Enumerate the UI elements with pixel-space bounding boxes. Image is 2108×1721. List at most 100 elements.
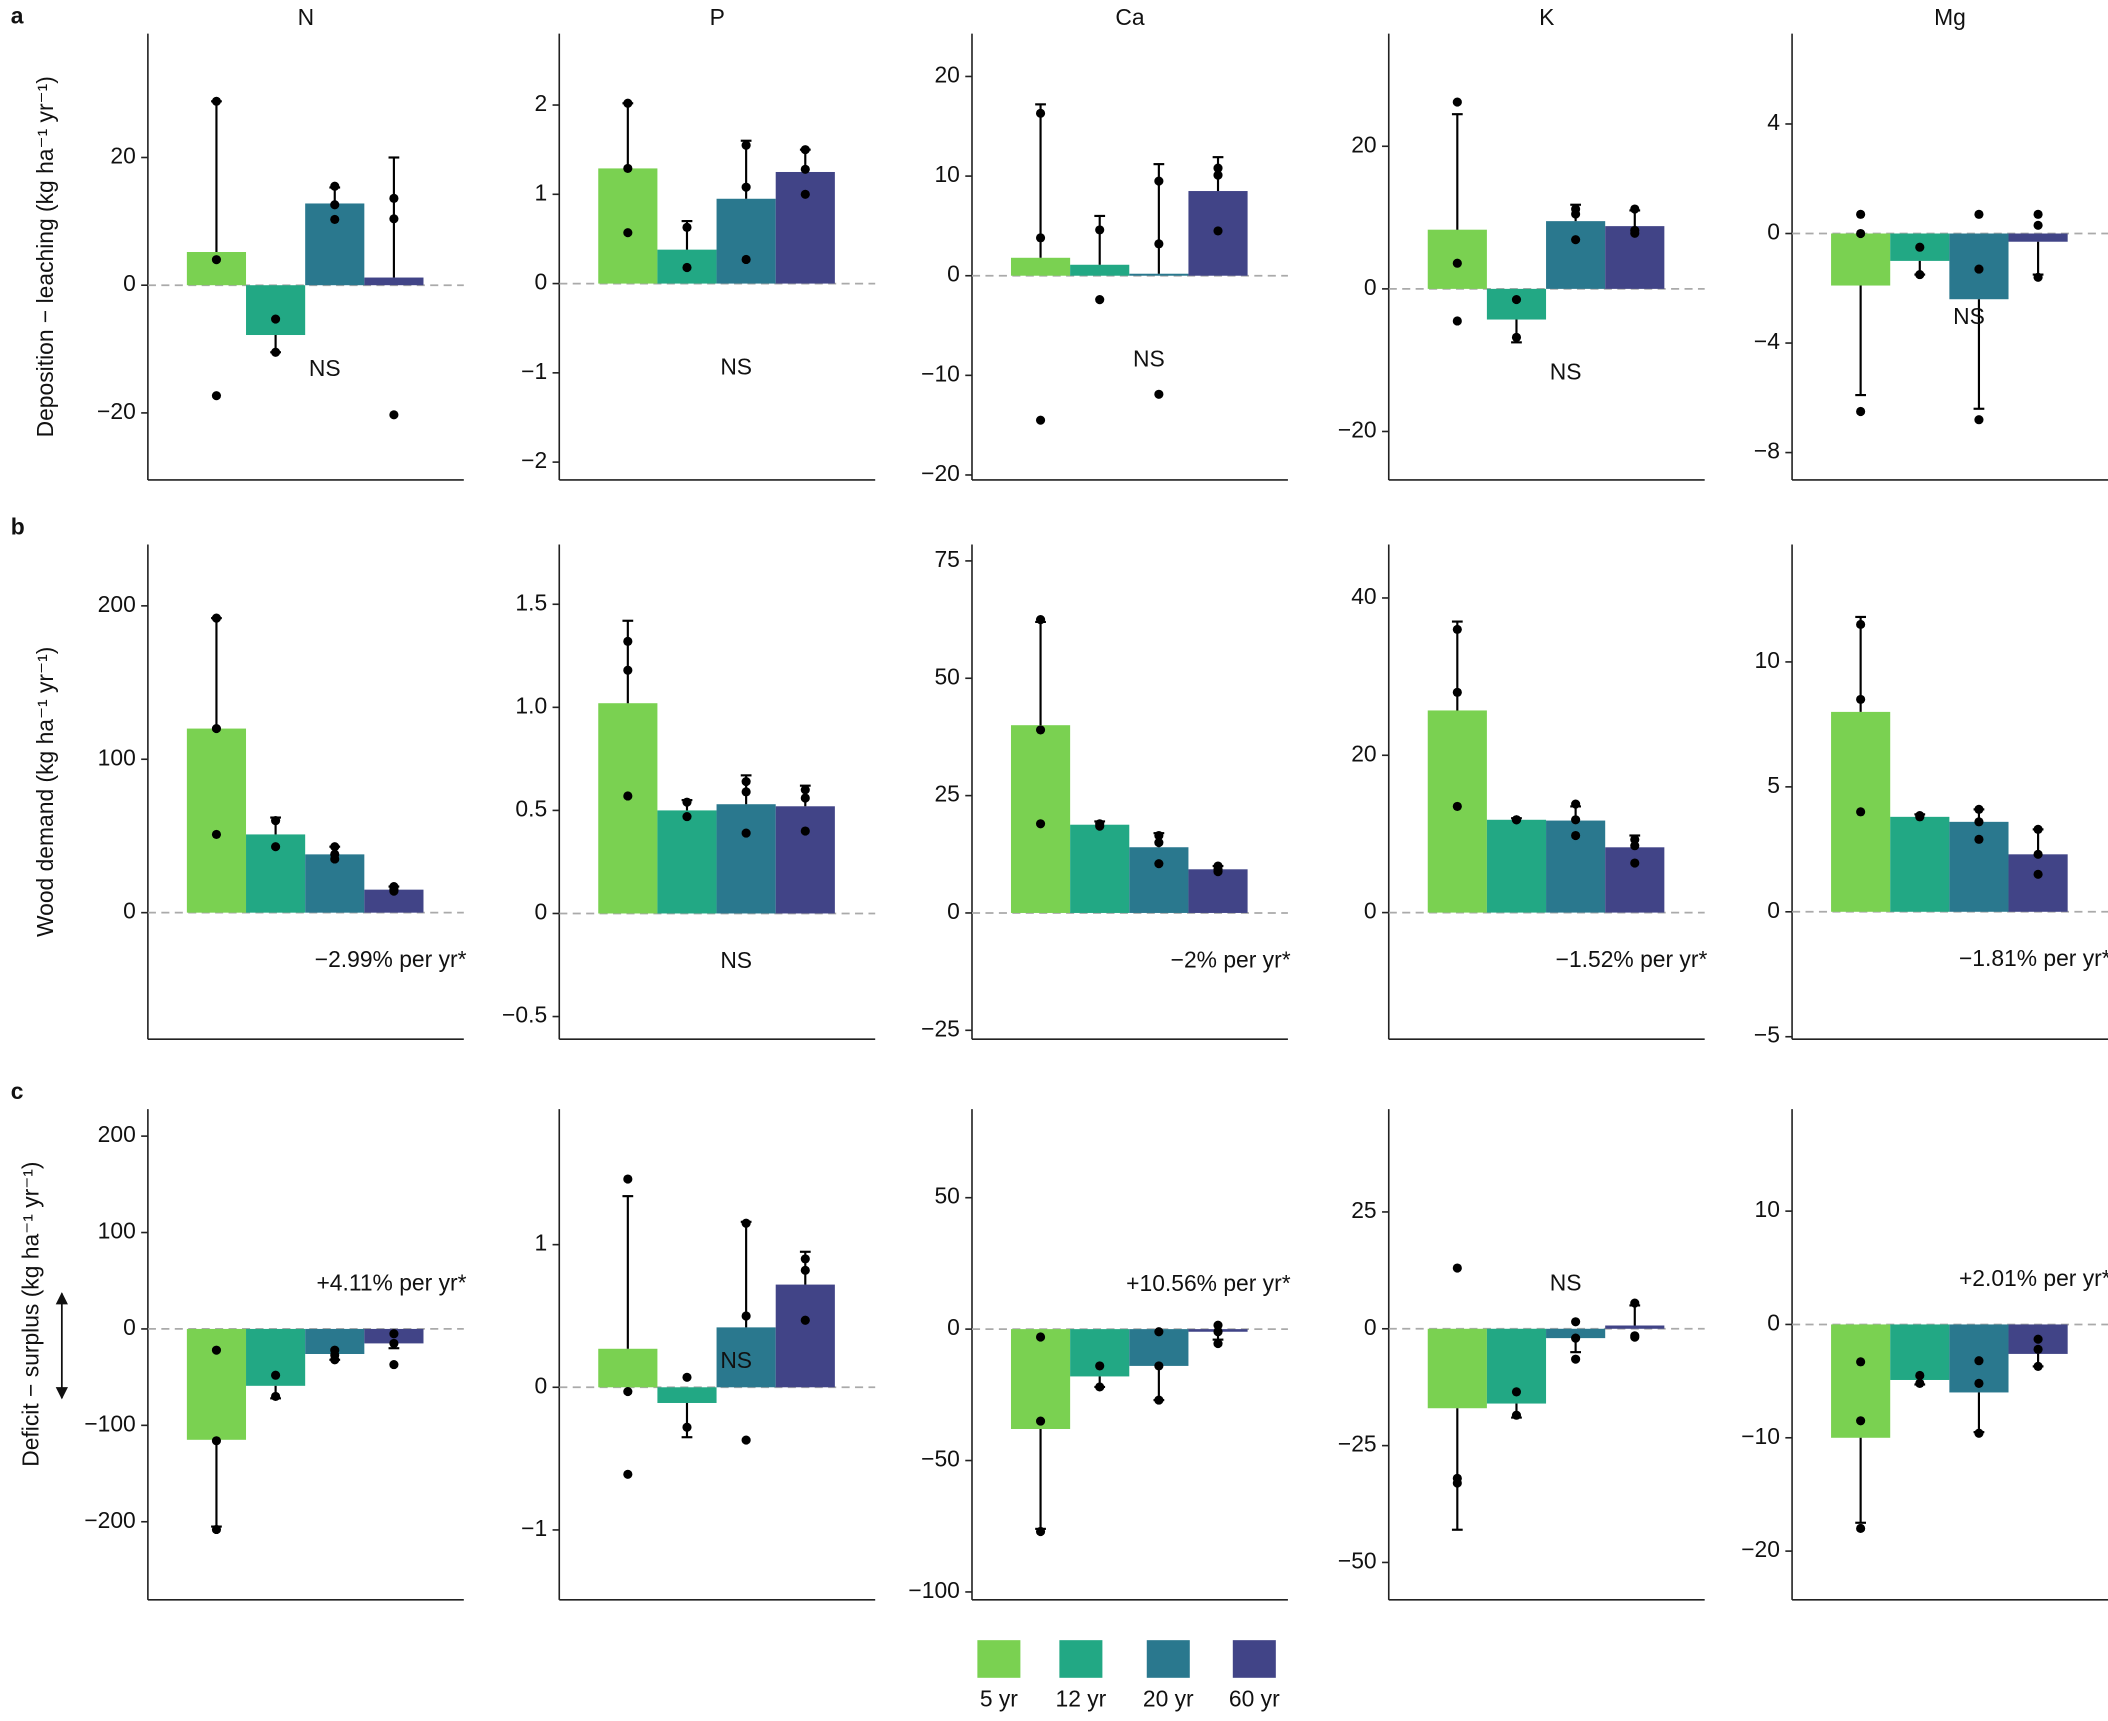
y-tick-label: −25 [921, 1015, 960, 1041]
annotation: NS [720, 1347, 752, 1373]
y-tick-label: 0 [1364, 898, 1377, 924]
bar [657, 810, 717, 914]
data-point [623, 228, 633, 238]
annotation: +4.11% per yr* [316, 1270, 466, 1296]
data-point [2033, 849, 2043, 859]
bar [364, 889, 424, 913]
data-point [1856, 619, 1866, 630]
y-tick-label: 0 [1364, 1314, 1377, 1340]
data-point [682, 1422, 692, 1432]
data-point [1915, 1370, 1925, 1381]
data-point [1571, 209, 1581, 219]
data-point [330, 842, 340, 852]
y-tick-label: 2 [534, 90, 547, 116]
y-axis-label: Deficit − surplus (kg ha⁻¹ yr⁻¹) [17, 1162, 43, 1467]
data-point [682, 222, 692, 232]
data-point [741, 787, 751, 797]
legend-swatch [977, 1640, 1021, 1678]
data-point [389, 1338, 399, 1348]
y-tick-label: 200 [98, 591, 136, 617]
data-point [330, 200, 340, 210]
bar [657, 1387, 717, 1403]
y-tick-label: 10 [1755, 1196, 1780, 1222]
data-point [1452, 97, 1462, 107]
y-tick-label: −20 [1338, 417, 1377, 443]
annotation: −1.81% per yr* [1959, 945, 2108, 971]
data-point [1035, 108, 1046, 118]
data-point [1511, 1387, 1522, 1397]
y-tick-label: 200 [98, 1121, 136, 1147]
y-tick-label: 10 [934, 161, 959, 187]
y-tick-label: 100 [98, 744, 136, 770]
annotation: NS [720, 947, 752, 973]
data-point [271, 1370, 281, 1380]
y-tick-label: 4 [1767, 109, 1780, 135]
data-point [1630, 841, 1640, 851]
bar [1486, 288, 1547, 320]
y-tick-label: −100 [908, 1577, 959, 1603]
data-point [741, 140, 751, 150]
data-point [389, 1360, 399, 1370]
y-tick-label: −200 [84, 1507, 135, 1533]
data-point [741, 828, 751, 838]
y-tick-label: −4 [1754, 328, 1780, 354]
annotation: −2% per yr* [1171, 946, 1291, 972]
data-point [1452, 1478, 1462, 1488]
y-tick-label: −1 [521, 1515, 547, 1541]
y-tick-label: 0 [1767, 1309, 1780, 1335]
y-tick-label: 40 [1351, 583, 1376, 609]
data-point [1630, 204, 1640, 214]
bar [1831, 233, 1891, 286]
data-point [1571, 830, 1581, 841]
bar [1188, 869, 1248, 913]
y-tick-label: −100 [84, 1410, 135, 1436]
annotation: −2.99% per yr* [315, 946, 467, 972]
y-tick-label: 1.0 [515, 692, 547, 718]
y-tick-label: −20 [921, 460, 960, 486]
y-tick-label: −5 [1754, 1022, 1780, 1048]
bar [716, 804, 776, 914]
bar [1129, 847, 1189, 913]
data-point [330, 181, 340, 191]
data-point [389, 1329, 399, 1339]
bar [1546, 1328, 1606, 1339]
data-point [682, 262, 692, 273]
data-point [1154, 176, 1164, 186]
data-point [389, 214, 399, 224]
legend-swatch [1232, 1640, 1276, 1678]
y-tick-label: 50 [934, 663, 959, 689]
y-tick-label: 20 [110, 143, 135, 169]
data-point [1974, 1428, 1984, 1438]
data-point [1511, 332, 1522, 342]
y-tick-label: 1.5 [515, 589, 547, 615]
data-point [1213, 867, 1223, 877]
y-axis-label: Deposition − leaching (kg ha⁻¹ yr⁻¹) [32, 76, 58, 437]
bar [1010, 1329, 1071, 1429]
data-point [1571, 1317, 1581, 1327]
legend-label: 20 yr [1143, 1686, 1194, 1712]
data-point [330, 1355, 340, 1365]
bar [1890, 1324, 1950, 1380]
data-point [211, 255, 222, 265]
data-point [330, 854, 340, 864]
panel-title: P [710, 4, 725, 30]
data-point [1856, 209, 1866, 219]
data-point [1974, 1356, 1984, 1366]
data-point [1511, 815, 1522, 825]
data-point [2033, 869, 2043, 879]
data-point [211, 1436, 222, 1446]
y-tick-label: −25 [1338, 1431, 1377, 1457]
data-point [1856, 1416, 1866, 1426]
y-tick-label: 100 [98, 1218, 136, 1244]
data-point [1154, 1361, 1164, 1371]
data-point [1213, 1327, 1223, 1337]
y-tick-label: 25 [1351, 1197, 1376, 1223]
data-point [800, 1265, 810, 1275]
data-point [1571, 815, 1581, 825]
bar [775, 1284, 835, 1388]
data-point [1974, 264, 1984, 274]
data-point [741, 182, 751, 192]
data-point [1452, 1263, 1462, 1273]
data-point [1974, 834, 1984, 844]
data-point [1915, 812, 1925, 822]
